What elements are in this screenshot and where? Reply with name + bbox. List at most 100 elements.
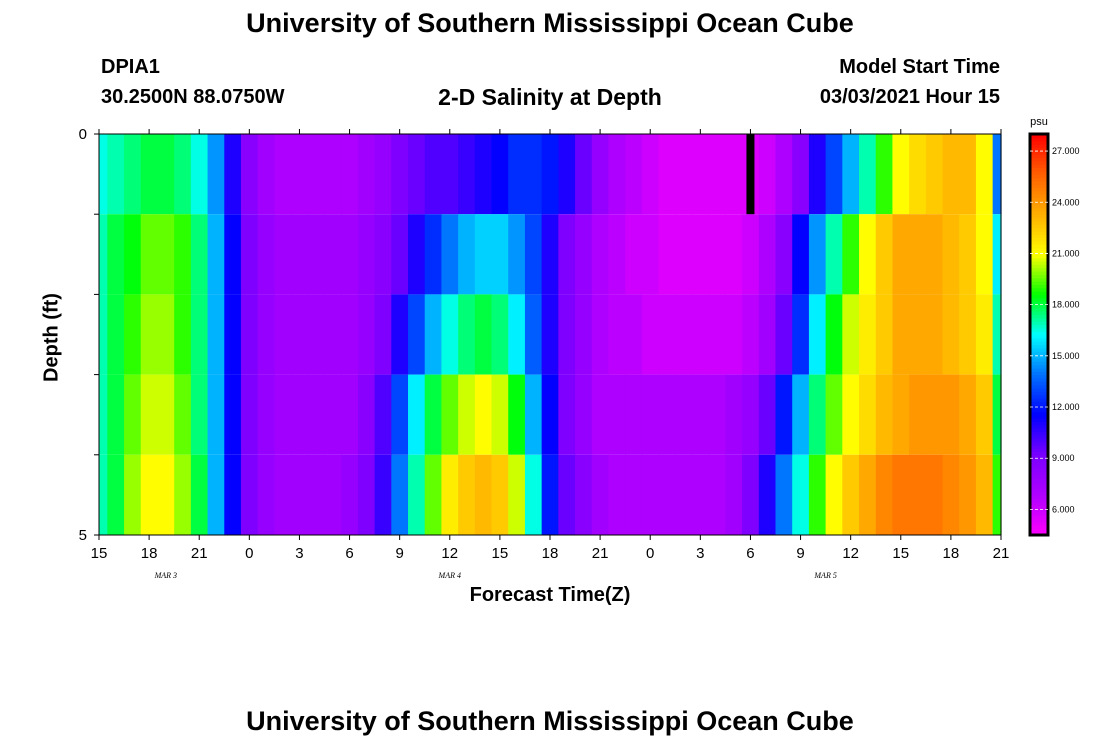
heatmap-cell — [758, 214, 777, 295]
heatmap-cell — [291, 134, 309, 215]
colorbar-segment — [1030, 264, 1048, 269]
heatmap-cell — [174, 134, 192, 215]
colorbar-segment — [1030, 327, 1048, 332]
heatmap-cell — [975, 374, 994, 455]
heatmap-cell — [942, 214, 960, 295]
colorbar-segment — [1030, 260, 1048, 265]
heatmap-cell — [859, 134, 877, 215]
colorbar-segment — [1030, 274, 1048, 279]
heatmap-cell — [190, 214, 209, 295]
colorbar-segment — [1030, 144, 1048, 148]
heatmap-cell — [458, 134, 476, 215]
heatmap-cell — [909, 454, 927, 535]
heatmap-cell — [391, 214, 409, 295]
heatmap-cell — [875, 134, 894, 215]
heatmap-cell — [725, 294, 743, 375]
colorbar-segment — [1030, 247, 1048, 252]
heatmap-cell — [107, 294, 125, 375]
heatmap-cell — [925, 454, 944, 535]
heatmap-cell — [157, 374, 175, 455]
colorbar-tick-label: 9.000 — [1052, 453, 1075, 463]
colorbar-segment — [1030, 301, 1048, 306]
heatmap-cell — [458, 294, 476, 375]
colorbar-segment — [1030, 377, 1048, 382]
heatmap-cell — [424, 134, 443, 215]
colorbar-segment — [1030, 314, 1048, 319]
heatmap-cell — [257, 134, 275, 215]
colorbar-segment — [1030, 491, 1048, 496]
y-axis: 05 — [79, 126, 99, 544]
heatmap-cell — [474, 454, 493, 535]
colorbar-segment — [1030, 284, 1048, 289]
colorbar-segment — [1030, 374, 1048, 379]
colorbar-segment — [1030, 508, 1048, 513]
heatmap-cell — [257, 454, 275, 535]
heatmap-cell — [725, 374, 743, 455]
heatmap-cell — [992, 374, 1002, 455]
y-tick-label: 5 — [79, 527, 87, 544]
heatmap-cell — [207, 454, 225, 535]
colorbar-segment — [1030, 484, 1048, 489]
heatmap-cell — [341, 374, 359, 455]
x-tick-label: 6 — [746, 545, 754, 562]
heatmap-cell — [107, 134, 125, 215]
colorbar-segment — [1030, 371, 1048, 376]
colorbar-segment — [1030, 381, 1048, 386]
heatmap-cell — [224, 454, 242, 535]
heatmap-cell — [99, 134, 108, 215]
heatmap-cell — [274, 214, 292, 295]
heatmap-cell — [107, 454, 125, 535]
heatmap-cell — [575, 214, 593, 295]
heatmap-cell — [859, 214, 877, 295]
colorbar-segment — [1030, 244, 1048, 249]
heatmap-cell — [725, 454, 743, 535]
heatmap-cell — [341, 134, 359, 215]
heatmap-cell — [124, 214, 142, 295]
colorbar-segment — [1030, 174, 1048, 179]
heatmap-cell — [124, 134, 142, 215]
colorbar-tick-label: 21.000 — [1052, 248, 1080, 258]
heatmap-cell — [324, 374, 342, 455]
colorbar-segment — [1030, 180, 1048, 185]
heatmap-cell — [691, 134, 710, 215]
colorbar-segment — [1030, 140, 1048, 145]
heatmap-cell — [508, 454, 526, 535]
heatmap-cell — [892, 374, 910, 455]
heatmap-cell — [725, 134, 743, 215]
heatmap-cell — [608, 294, 626, 375]
x-tick-label: 9 — [796, 545, 804, 562]
heatmap-cell — [224, 374, 242, 455]
colorbar-segment — [1030, 240, 1048, 245]
heatmap-cell — [608, 374, 626, 455]
heatmap-cell — [842, 214, 860, 295]
heatmap-cell — [157, 214, 175, 295]
heatmap-cell — [859, 374, 877, 455]
x-axis: 15 18 21 0 3 6 9 12 15 18 21 0 3 6 9 12 15 18 21 MAR 3 MAR 4… — [91, 129, 1009, 580]
colorbar-segment — [1030, 341, 1048, 346]
heatmap-cell — [959, 134, 977, 215]
heatmap-cell — [541, 214, 559, 295]
colorbar-segment — [1030, 361, 1048, 366]
heatmap-cell — [825, 454, 843, 535]
colorbar-segment — [1030, 321, 1048, 326]
heatmap-cell — [808, 374, 827, 455]
heatmap-cell — [992, 214, 1002, 295]
heatmap-cell — [758, 134, 777, 215]
heatmap-cell — [641, 454, 660, 535]
heatmap-cell — [942, 374, 960, 455]
heatmap-cell — [608, 134, 626, 215]
colorbar-segment — [1030, 434, 1048, 439]
heatmap-cell — [775, 134, 793, 215]
colorbar-segment — [1030, 444, 1048, 449]
heatmap-cell — [240, 374, 259, 455]
heatmap-cell — [491, 374, 509, 455]
colorbar-segment — [1030, 458, 1048, 463]
colorbar-segment — [1030, 217, 1048, 222]
colorbar-segment — [1030, 528, 1048, 533]
heatmap-cell — [541, 374, 559, 455]
heatmap-cell — [808, 134, 827, 215]
model-start-value: 03/03/2021 Hour 15 — [819, 86, 1000, 108]
colorbar-tick-label: 15.000 — [1052, 351, 1080, 361]
heatmap-cell — [190, 294, 209, 375]
heatmap-cell — [291, 374, 309, 455]
